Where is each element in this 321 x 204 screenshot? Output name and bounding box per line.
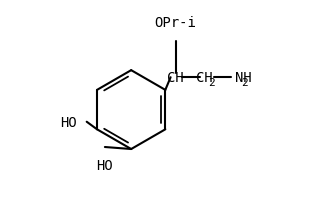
Text: HO: HO (97, 158, 113, 172)
Text: HO: HO (60, 115, 77, 129)
Text: OPr-i: OPr-i (155, 16, 196, 30)
Text: 2: 2 (241, 78, 248, 88)
Text: 2: 2 (208, 78, 214, 88)
Text: CH: CH (167, 71, 184, 85)
Text: NH: NH (235, 71, 252, 85)
Text: CH: CH (195, 71, 213, 85)
